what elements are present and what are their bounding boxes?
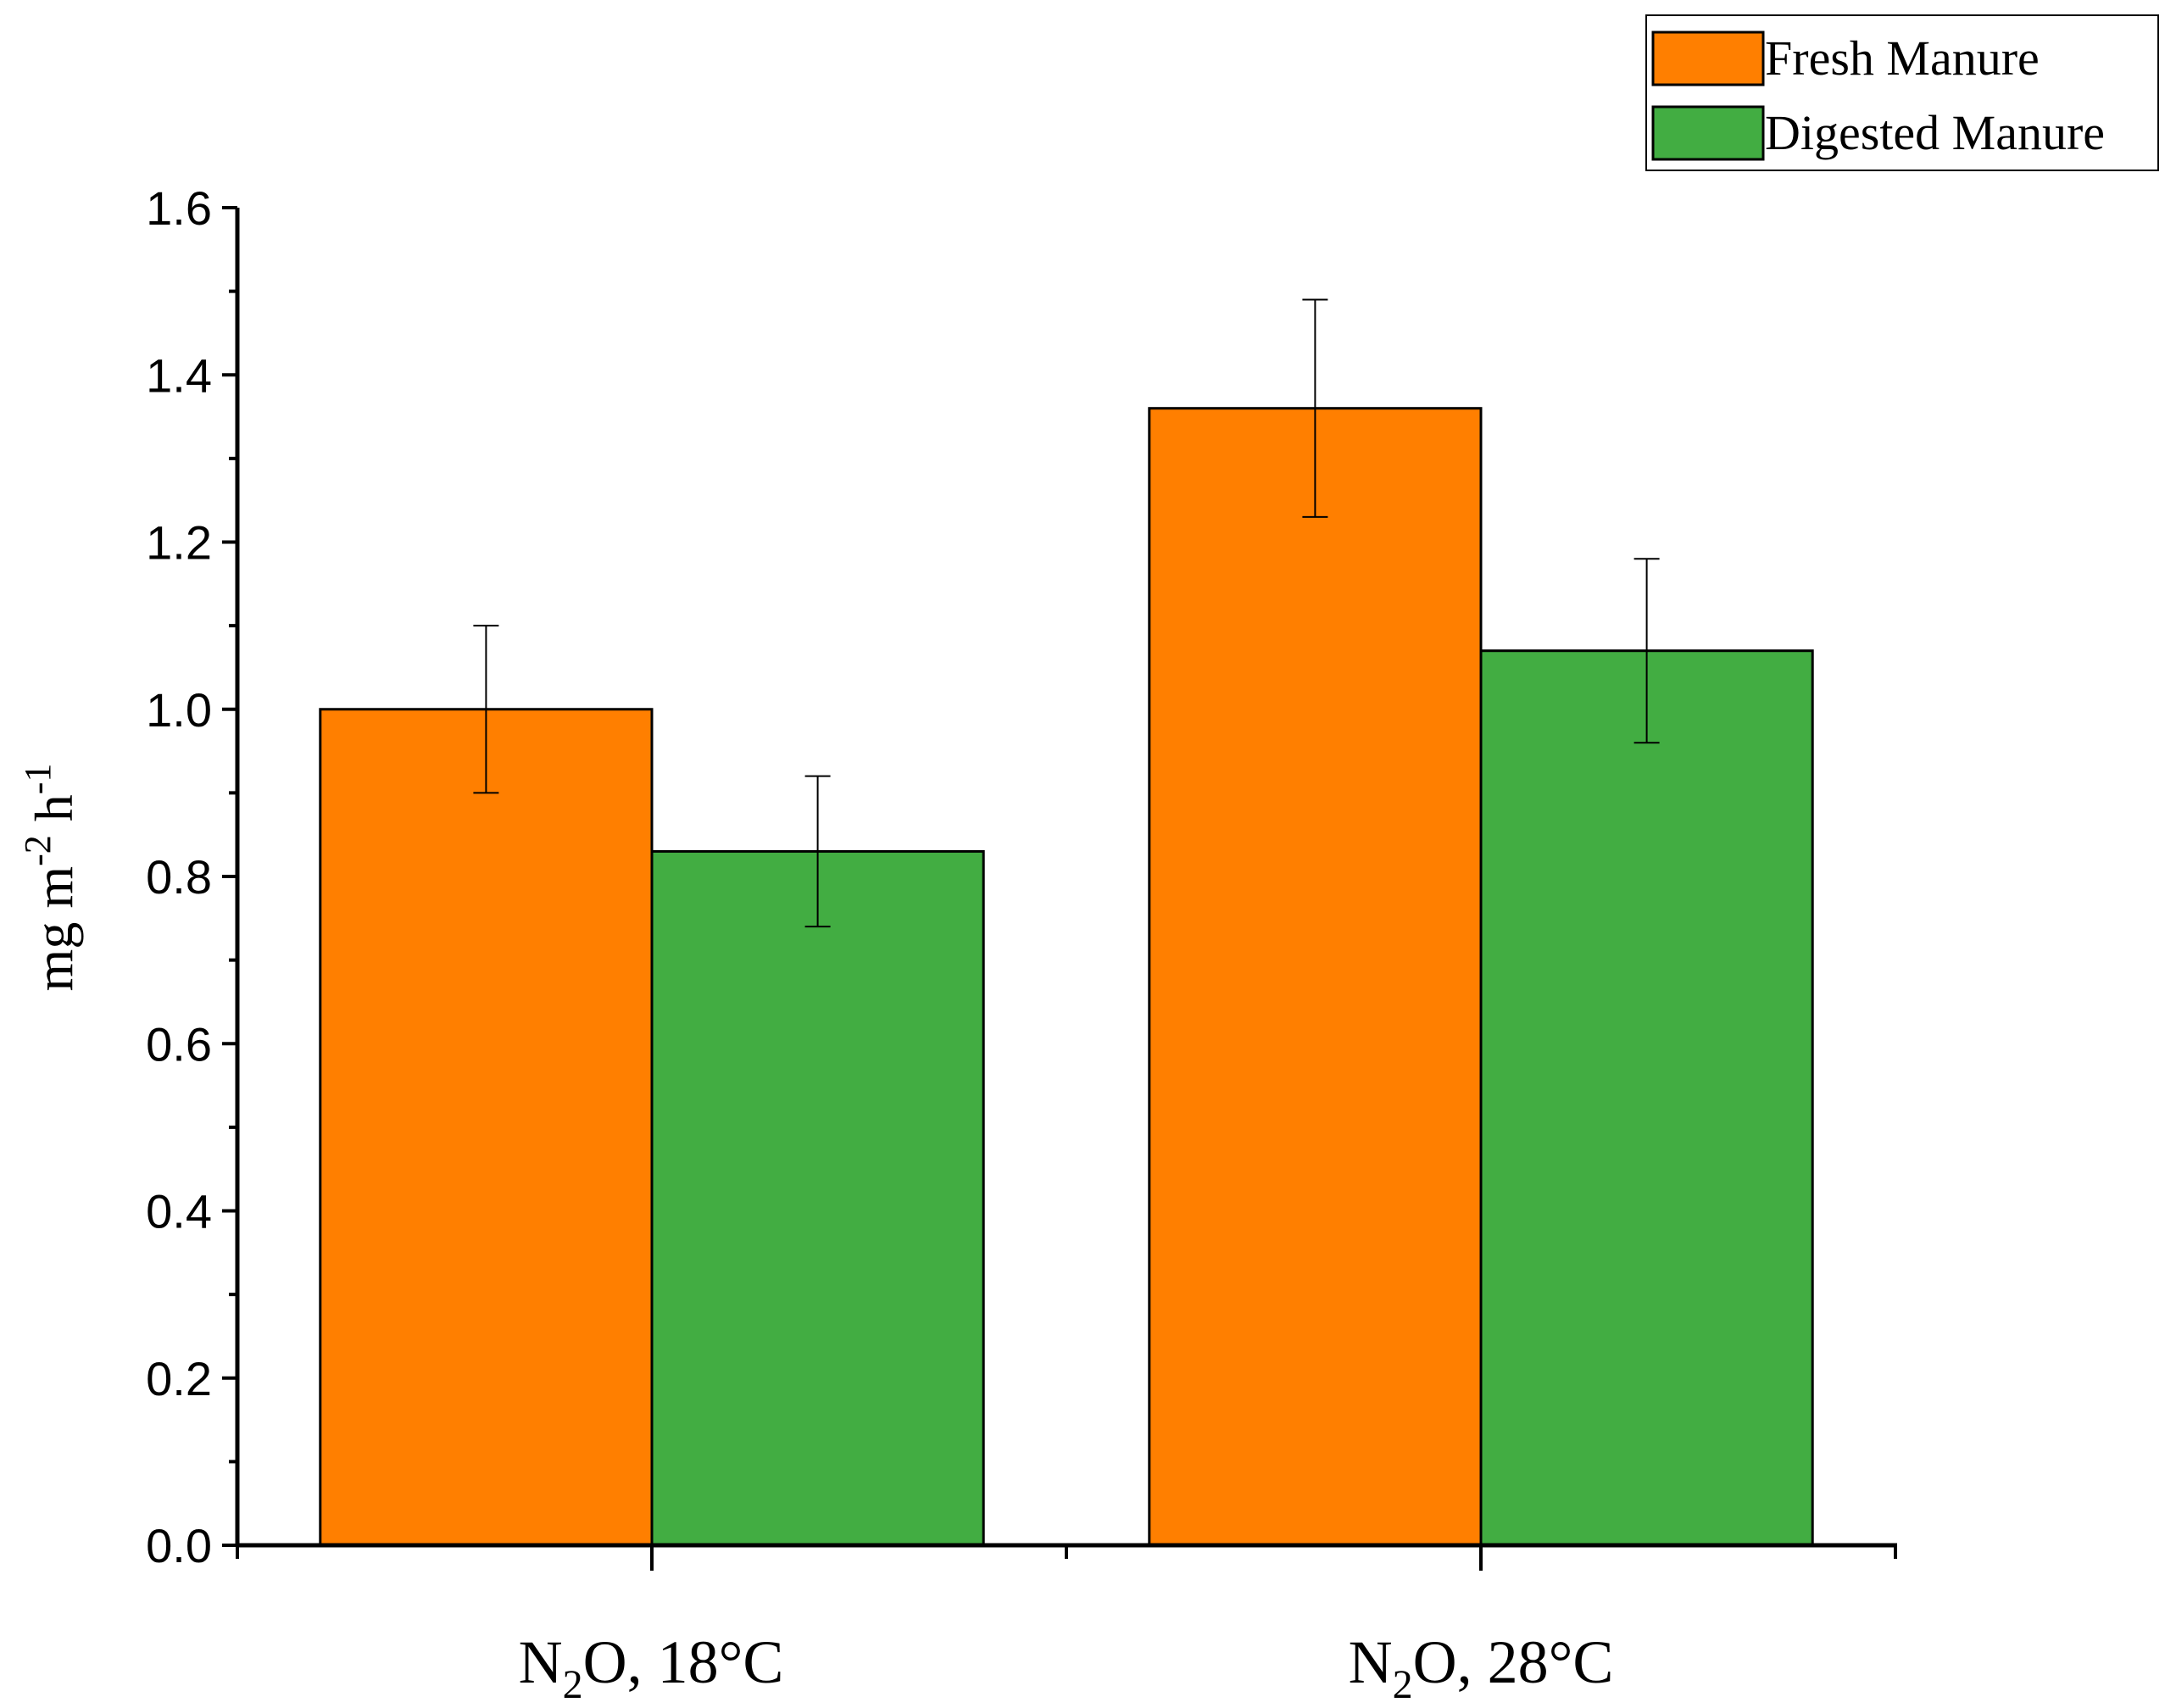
- bar-fresh-manure: [1148, 407, 1483, 1547]
- y-axis-label: mg m-2 h-1: [17, 764, 84, 992]
- y-tick-label: 0.0: [146, 1519, 212, 1572]
- category-label-1: N2O, 18°C: [519, 1628, 784, 1707]
- bar-fresh-manure: [319, 708, 654, 1547]
- legend-label-digested: Digested Manure: [1765, 105, 2105, 160]
- x-ticks: [236, 1545, 1897, 1571]
- legend-label-fresh: Fresh Manure: [1765, 31, 2040, 86]
- legend: Fresh Manure Digested Manure: [1645, 14, 2159, 171]
- y-tick-label: 1.4: [146, 348, 212, 402]
- y-tick-label: 1.0: [146, 683, 212, 737]
- legend-swatch-fresh: [1651, 31, 1765, 86]
- error-bars-group: [473, 298, 1660, 928]
- y-tick-label: 0.4: [146, 1185, 212, 1238]
- bar-digested-manure: [1479, 649, 1814, 1547]
- bars-group: [319, 407, 1814, 1547]
- y-tick-label: 0.2: [146, 1352, 212, 1405]
- y-tick-label: 1.6: [146, 181, 212, 235]
- y-tick-label: 1.2: [146, 516, 212, 570]
- y-tick-label: 0.8: [146, 850, 212, 904]
- y-tick-label: 0.6: [146, 1017, 212, 1071]
- bar-digested-manure: [650, 849, 985, 1547]
- legend-swatch-digested: [1651, 105, 1765, 161]
- y-ticks: 0.0 0.2 0.4 0.6 0.8 1.0 1.2 1.4 1.6: [146, 181, 237, 1572]
- category-label-2: N2O, 28°C: [1349, 1628, 1614, 1707]
